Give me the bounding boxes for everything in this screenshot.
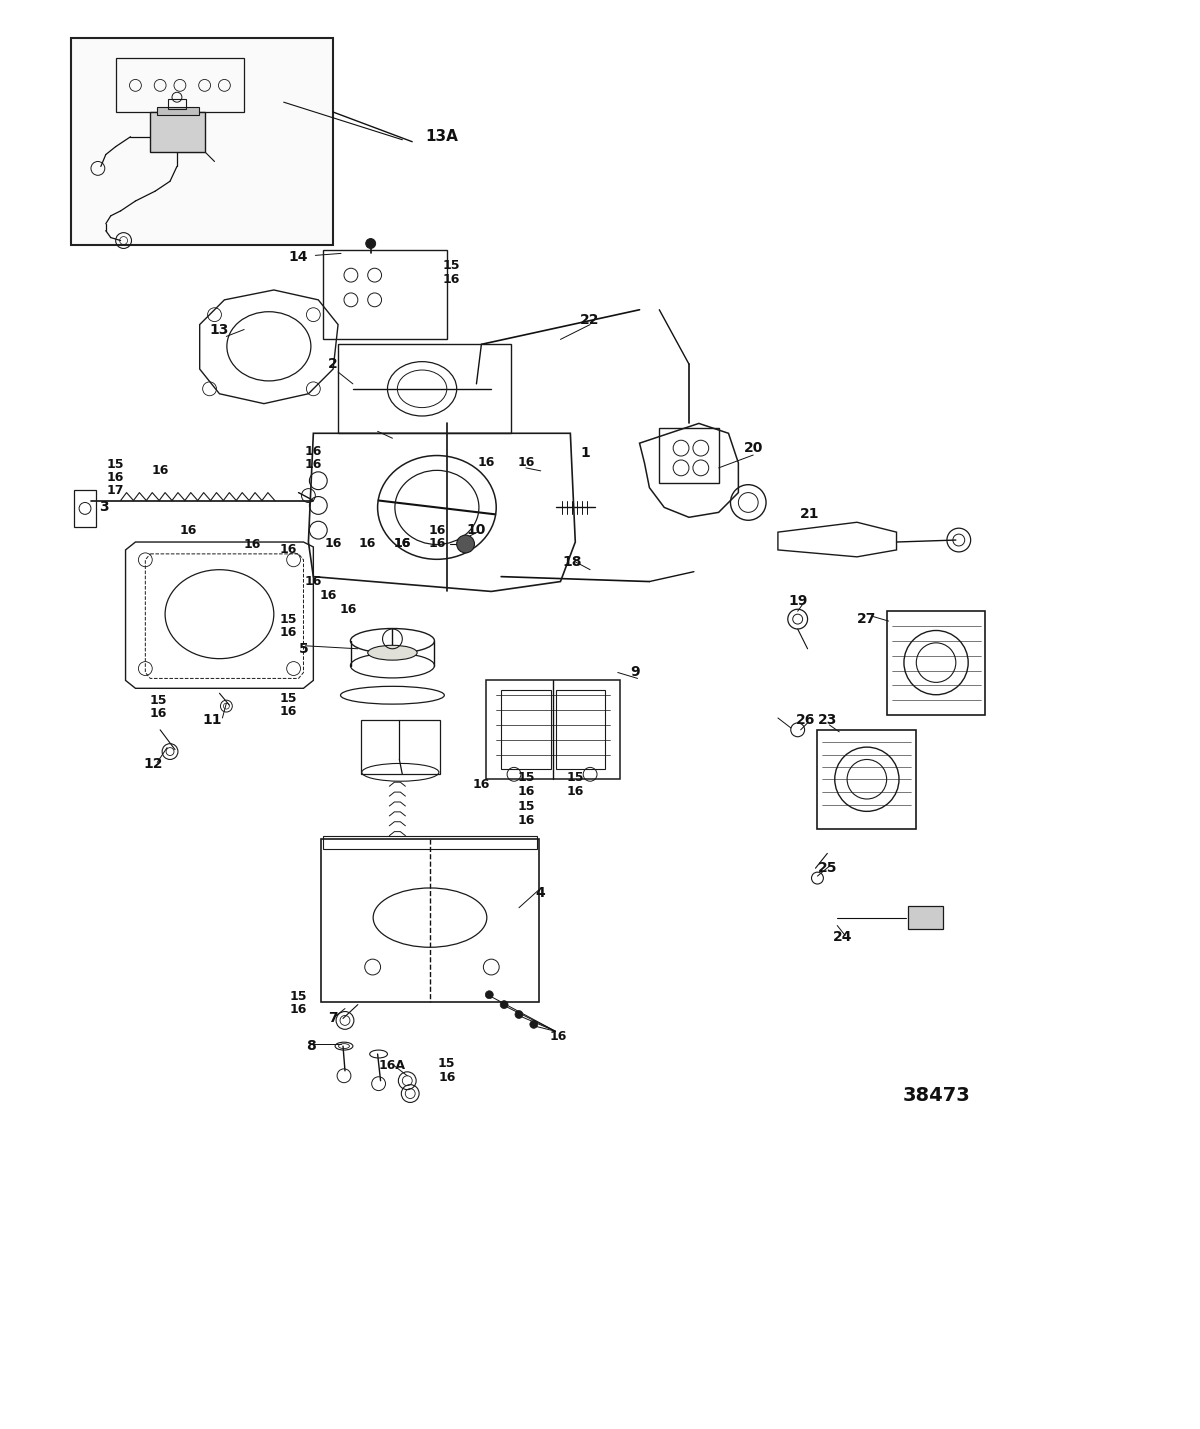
Text: 8: 8 [306,1039,317,1053]
Text: 5: 5 [299,642,308,656]
Text: 15: 15 [289,990,307,1003]
Bar [323,836,536,849]
Text: 15: 15 [280,613,298,626]
Circle shape [366,239,376,249]
Text: 16: 16 [324,537,342,550]
Text: 16: 16 [359,537,377,550]
Text: 15: 15 [107,459,125,472]
Text: 15: 15 [517,800,535,813]
Bar [115,57,244,111]
Text: 12: 12 [144,757,163,772]
Text: 27: 27 [857,612,876,626]
Text: 16: 16 [517,785,534,797]
Text: 17: 17 [107,484,125,497]
Text: 16: 16 [517,456,534,470]
Text: 13: 13 [210,323,229,336]
Text: 16: 16 [244,539,260,552]
Bar [71,39,334,246]
Text: 7: 7 [329,1012,338,1026]
Text: 16A: 16A [379,1059,406,1072]
Text: 26: 26 [796,713,815,727]
Text: 16: 16 [107,472,125,484]
Text: 15: 15 [566,770,584,783]
Text: 38473: 38473 [902,1086,970,1105]
Text: 16: 16 [517,815,534,827]
Text: 16: 16 [179,523,197,537]
Circle shape [457,534,474,553]
Text: 16: 16 [566,785,584,797]
Text: 14: 14 [289,250,308,264]
Text: 2: 2 [329,357,338,372]
Bar [168,99,186,109]
Text: 18: 18 [563,554,582,569]
Bar [74,490,96,527]
Text: 16: 16 [280,626,298,639]
Text: 15: 15 [438,1057,456,1070]
Text: 10: 10 [467,523,486,537]
Bar [556,690,605,769]
Text: 16: 16 [290,1003,307,1016]
Bar [659,429,719,483]
Text: 16: 16 [305,574,322,589]
Text: 13A: 13A [426,129,458,144]
Text: 16: 16 [151,464,169,477]
Text: 16: 16 [443,273,461,286]
Text: 15: 15 [150,693,167,707]
Bar [887,612,985,714]
Bar [817,730,917,829]
Text: 9: 9 [630,666,640,680]
Bar [157,107,199,114]
Text: 16: 16 [394,537,412,550]
Text: 16: 16 [478,456,496,470]
Text: 15: 15 [443,259,461,272]
Text: 16: 16 [394,537,412,550]
Text: 23: 23 [817,713,838,727]
Ellipse shape [367,646,418,660]
Text: 25: 25 [817,862,838,875]
Text: 15: 15 [517,770,535,783]
Text: 16: 16 [305,459,322,472]
Bar [322,839,539,1002]
Text: 1: 1 [581,446,590,460]
Text: 16: 16 [340,603,356,616]
Text: 4: 4 [536,886,546,900]
Bar [361,720,440,775]
Text: 16: 16 [428,537,445,550]
Text: 16: 16 [550,1030,568,1043]
Text: 16: 16 [150,706,167,720]
Circle shape [530,1020,538,1029]
Bar [908,906,943,929]
Circle shape [485,990,493,999]
Text: 3: 3 [98,500,109,514]
Text: 19: 19 [788,594,808,609]
Bar [486,680,619,779]
Text: 24: 24 [833,930,852,945]
Circle shape [515,1010,523,1019]
Text: 16: 16 [319,589,337,602]
Circle shape [500,1000,508,1009]
Text: 16: 16 [305,444,322,457]
Text: 20: 20 [744,442,763,454]
Text: 15: 15 [280,692,298,704]
Text: 16: 16 [280,543,298,556]
Text: 22: 22 [581,313,600,327]
Bar [502,690,551,769]
Bar [323,250,446,340]
Text: 21: 21 [799,507,820,522]
Bar [150,111,205,151]
Text: 11: 11 [203,713,222,727]
Text: 16: 16 [473,777,490,790]
Text: 16: 16 [438,1072,456,1085]
Text: 16: 16 [280,704,298,717]
Text: 16: 16 [428,523,445,537]
